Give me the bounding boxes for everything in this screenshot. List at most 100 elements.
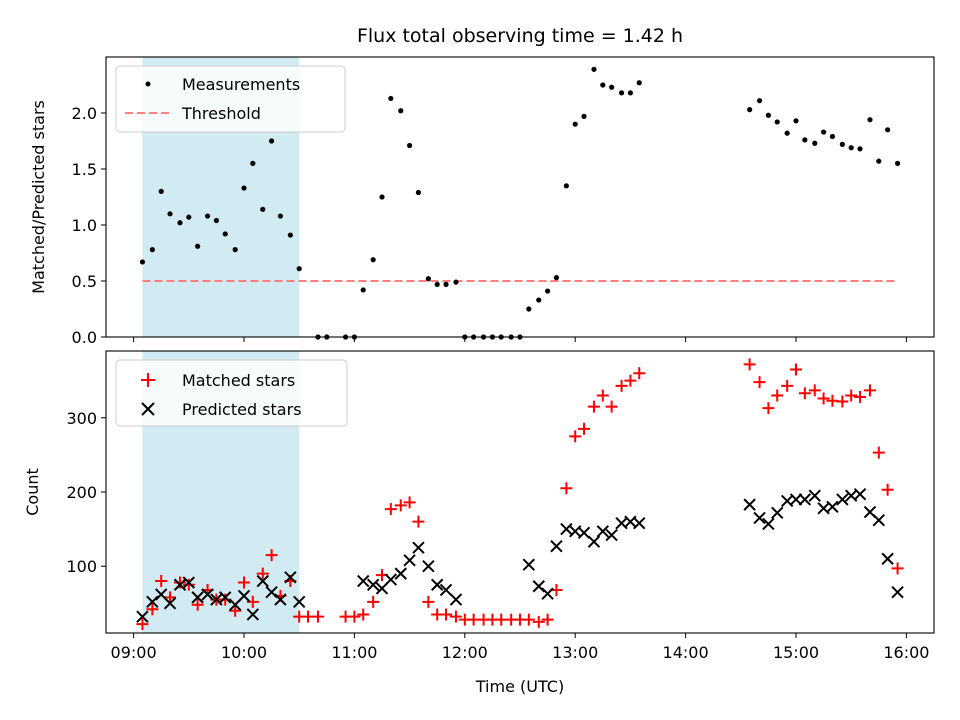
measurement-point [563,183,569,189]
predicted-star-point [743,498,756,511]
predicted-star-point [541,587,554,600]
x-tick-label: 14:00 [663,643,709,662]
matched-star-point [384,503,397,516]
bottom-panel: 09:00 10:00 11:00 12:00 13:00 14:00 15:00 16:00… [23,350,935,662]
measurement-point [425,276,431,282]
predicted-star-point [881,552,894,565]
predicted-star-point [449,593,463,606]
x-axis-label: Time (UTC) [475,677,564,696]
top-y-axis-label: Matched/Predicted stars [29,100,48,294]
matched-star-point [872,446,885,459]
matched-star-point [357,608,370,621]
x-tick-label: 10:00 [221,643,267,662]
matched-star-point [219,593,232,606]
matched-star-point [854,391,867,404]
matched-star-point [440,608,453,621]
measurement-point [793,118,799,124]
predicted-star-point [394,567,407,580]
predicted-star-point [246,608,260,621]
top-y-tick-label: 1.5 [72,160,97,179]
matched-star-point [781,379,794,392]
predicted-star-point [826,500,839,514]
measurement-point [876,158,882,164]
matched-star-point [522,613,535,626]
matched-star-point [348,610,361,623]
matched-star-point [596,389,609,402]
matched-star-point [164,591,177,604]
x-tick-label: 11:00 [331,643,377,662]
measurement-point [802,137,808,143]
measurement-point [600,82,606,88]
top-y-tick-label: 2.0 [72,104,97,123]
matched-star-point [449,610,462,623]
measurement-point [250,160,256,166]
top-panel-frame [105,56,935,338]
top-legend: Measurements Threshold [115,65,346,133]
matched-star-point [881,483,894,496]
measurement-point [774,119,780,125]
measurement-point [636,80,642,86]
predicted-star-point [430,578,444,591]
measurement-point [756,98,763,104]
matched-star-point [891,562,904,575]
bottom-y-axis-label: Count [23,468,42,516]
matched-star-point [790,363,802,376]
matched-star-point [182,578,195,591]
matched-star-point [753,376,766,389]
bottom-legend: Matched stars Predicted stars [115,359,348,427]
chart-title: Flux total observing time = 1.42 h [357,25,683,47]
matched-star-point [422,595,435,608]
measurement-point [388,95,394,102]
legend-measurements-label: Measurements [182,75,300,94]
matched-star-point [560,482,573,495]
predicted-star-point [605,528,618,542]
measurement-point [618,90,625,96]
matched-star-point [191,598,204,611]
measurement-point [526,306,532,312]
predicted-star-point [789,493,803,506]
matched-star-point [403,496,416,509]
matched-star-point [587,400,600,413]
predicted-star-point [210,593,223,606]
measurement-point [379,194,385,200]
matched-star-point [136,618,149,631]
predicted-star-point [753,511,766,525]
top-y-tick-label: 0.0 [72,328,97,347]
measurement-point [829,133,836,140]
predicted-star-point [366,578,380,591]
measurement-point [398,108,404,114]
matched-star-point [863,384,876,397]
measurement-point [443,281,449,287]
measurement-point [553,275,560,281]
measurement-point [415,189,422,196]
measurement-point [839,141,845,147]
matched-star-point [771,389,784,402]
matched-star-point [762,402,775,415]
matched-star-point [578,422,591,435]
measurement-point [765,112,772,118]
legend-predicted-marker [141,402,155,416]
measurement-point [260,206,266,212]
predicted-star-point [173,578,187,591]
predicted-star-point [853,488,867,501]
measurement-point [747,107,753,113]
matched-star-point [798,387,811,400]
x-tick-label: 15:00 [773,643,819,662]
measurement-point [627,90,634,96]
predicted-star-point [182,576,196,589]
matched-star-point [615,379,628,392]
x-tick-label: 13:00 [552,643,598,662]
matched-star-point [845,389,858,402]
bottom-y-tick-label: 100 [66,557,97,576]
predicted-star-point [872,513,886,527]
measurement-point [177,220,183,226]
measurement-point [269,138,275,144]
matched-star-point [605,400,618,413]
measurement-point [536,297,542,303]
measurement-point [609,84,615,90]
predicted-star-point [762,517,775,531]
measurement-point [167,211,173,217]
matched-star-point [311,610,324,623]
matched-star-point [265,549,278,562]
